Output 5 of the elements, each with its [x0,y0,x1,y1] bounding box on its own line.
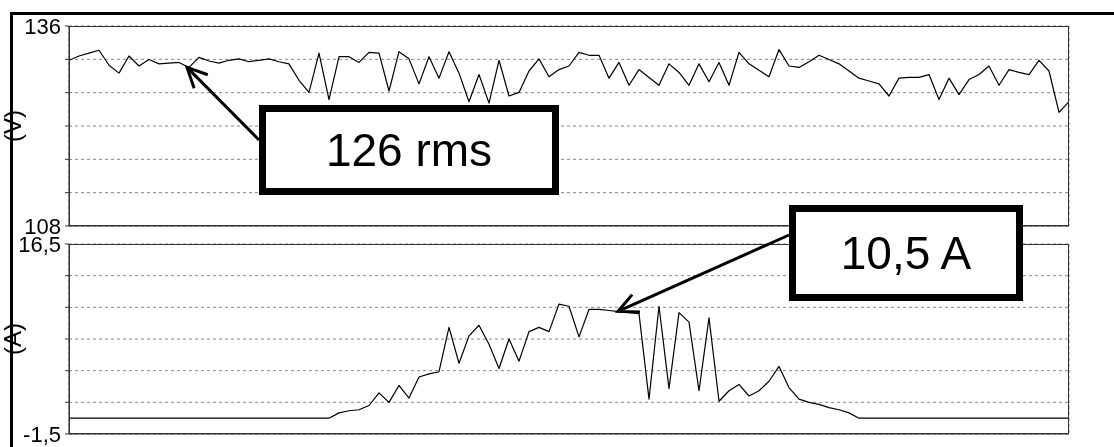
line-series [69,303,1069,419]
annotation: 10,5 A [789,205,1023,301]
annotation: 126 rms [259,105,559,195]
y-tick-label: 136 [24,13,61,39]
y-tick-label: -1,5 [23,421,61,447]
